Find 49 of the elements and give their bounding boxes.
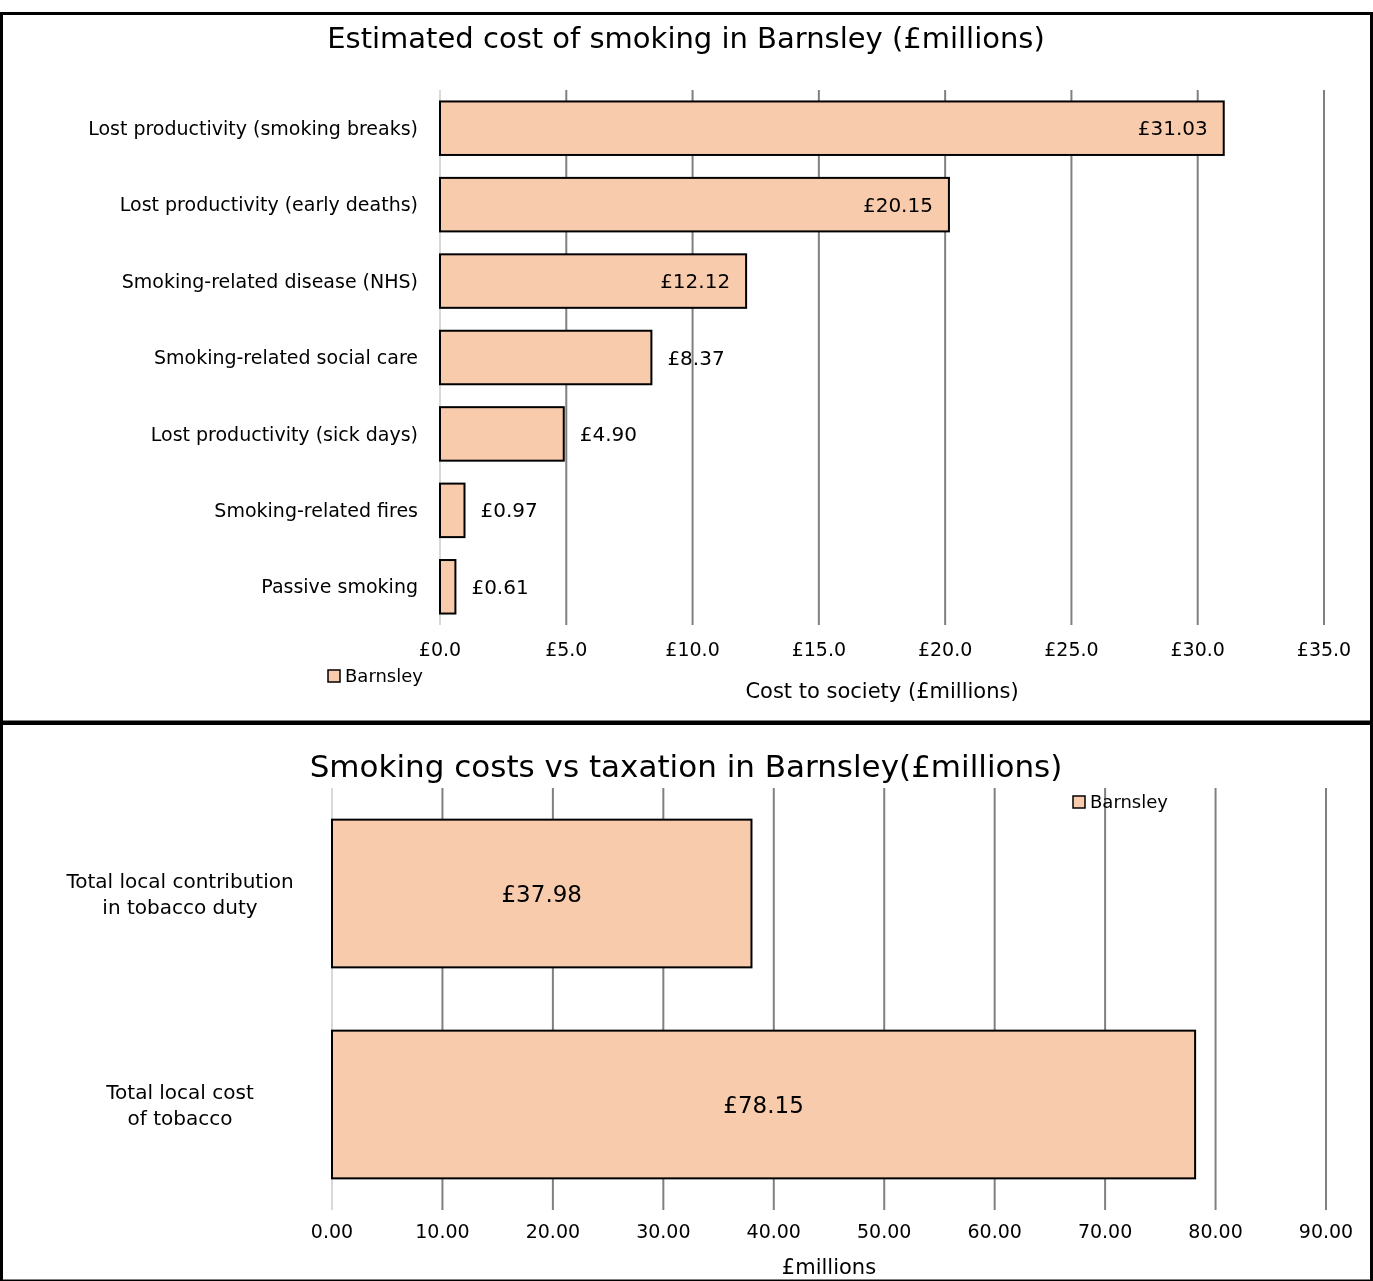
x-tick-label: £25.0 [1044,638,1099,660]
chart-title: Estimated cost of smoking in Barnsley (£millions) [327,21,1045,55]
data-label: £12.12 [660,269,731,294]
bar [439,329,653,386]
x-tick-label: 50.00 [857,1220,912,1242]
x-axis-title: Cost to society (£millions) [745,679,1019,703]
x-axis-title: £millions [781,1255,877,1279]
data-label: £20.15 [862,192,933,217]
data-label: £0.61 [471,574,529,599]
data-label: £78.15 [723,1091,804,1118]
x-tick-label: 60.00 [967,1220,1022,1242]
y-tick-label: Smoking-related social care [153,346,418,369]
y-tick-label: Total local contribution in tobacco duty [65,868,294,919]
bar [439,176,950,233]
x-tick-label: £10.0 [665,638,720,660]
x-tick-label: 40.00 [746,1220,801,1242]
x-tick-label: 70.00 [1077,1220,1133,1242]
x-tick-label: £5.0 [545,638,588,660]
x-tick-label: 10.00 [415,1220,470,1242]
x-tick-label: 30.00 [636,1220,691,1242]
data-label: £37.98 [501,880,582,907]
data-label: £8.37 [667,345,725,370]
x-tick-label: £30.0 [1170,638,1225,660]
x-tick-label: £35.0 [1296,638,1352,660]
x-tick-label: 20.00 [525,1220,581,1242]
x-tick-label: 80.00 [1188,1220,1243,1242]
y-tick-label: Total local cost of tobacco [105,1079,254,1130]
bar [439,559,457,615]
y-tick-label: Passive smoking [261,575,418,598]
bar [439,253,748,309]
y-tick-label: Smoking-related disease (NHS) [121,269,418,292]
data-label: £0.97 [480,498,538,523]
y-tick-label: Lost productivity (early deaths) [119,193,418,216]
bar [439,482,466,539]
x-tick-label: £20.0 [917,638,973,660]
bar [439,100,1225,156]
y-tick-label: Smoking-related fires [214,499,418,522]
data-label: £4.90 [579,421,638,446]
x-tick-label: £0.0 [418,638,462,660]
bar [439,406,565,462]
y-tick-label: Lost productivity (sick days) [150,422,418,445]
x-tick-label: 0.00 [310,1220,354,1242]
legend-label: Barnsley [1090,791,1169,812]
y-tick-label: Lost productivity (smoking breaks) [88,116,418,139]
legend-label: Barnsley [345,665,424,686]
x-tick-label: £15.0 [791,638,847,660]
chart-title: Smoking costs vs taxation in Barnsley(£millions) [309,748,1063,784]
data-label: £31.03 [1137,116,1208,141]
x-tick-label: 90.00 [1298,1220,1354,1242]
